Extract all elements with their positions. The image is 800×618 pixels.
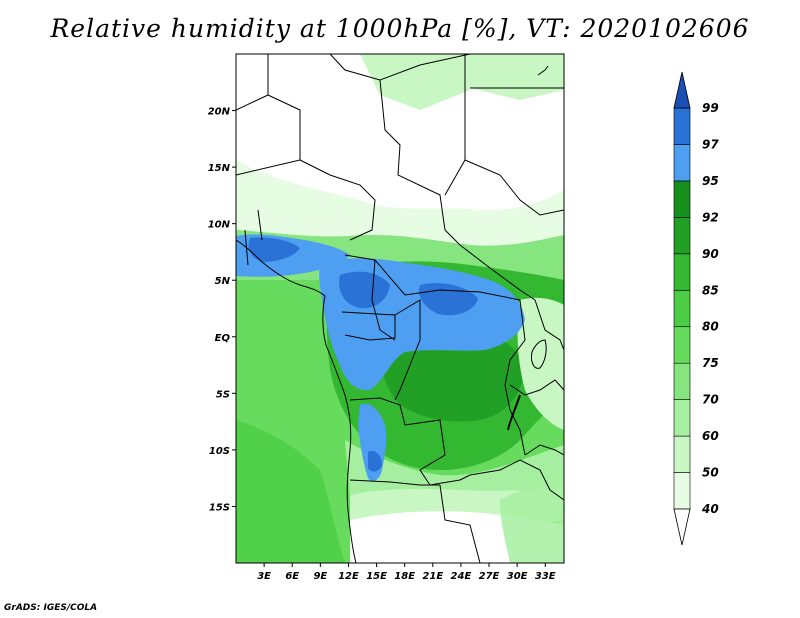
lon-tick-label: 21E bbox=[422, 571, 443, 582]
colorbar-level-label: 50 bbox=[702, 466, 719, 480]
lat-tick-label: EQ bbox=[215, 333, 231, 344]
map-title: Relative humidity at 1000hPa [%], VT: 20… bbox=[50, 14, 750, 43]
lon-tick-label: 9E bbox=[313, 571, 327, 582]
map-frame bbox=[235, 53, 565, 564]
colorbar-level-label: 95 bbox=[702, 174, 719, 188]
colorbar-segment bbox=[673, 217, 691, 255]
colorbar-level-label: 85 bbox=[702, 283, 719, 297]
colorbar-level-label: 99 bbox=[702, 101, 719, 115]
colorbar-min-arrow bbox=[673, 508, 691, 546]
land-south-green-east bbox=[500, 470, 564, 563]
land-light-green-ne bbox=[360, 54, 470, 110]
lon-tick-label: 15E bbox=[366, 571, 387, 582]
colorbar-level-label: 97 bbox=[702, 137, 719, 151]
wet-zone-dark-2 bbox=[339, 271, 390, 309]
colorbar-level-label: 40 bbox=[701, 502, 719, 516]
colorbar-level-label: 80 bbox=[702, 320, 719, 334]
colorbar-level-label: 92 bbox=[702, 210, 719, 224]
wet-zone-dark-4 bbox=[368, 450, 382, 472]
colorbar-level-label: 60 bbox=[702, 429, 719, 443]
colorbar-segment bbox=[673, 435, 691, 473]
colorbar-segment bbox=[673, 180, 691, 218]
colorbar-segment bbox=[673, 472, 691, 510]
colorbar-segment bbox=[673, 362, 691, 400]
lat-tick-label: 10N bbox=[208, 220, 231, 231]
ocean-dark-band bbox=[236, 420, 345, 563]
land-east-light bbox=[517, 297, 564, 430]
lon-tick-label: 33E bbox=[535, 571, 556, 582]
lon-tick-label: 30E bbox=[507, 571, 528, 582]
country-borders bbox=[236, 54, 564, 563]
colorbar-max-arrow bbox=[673, 71, 691, 109]
lat-tick-label: 15S bbox=[209, 502, 230, 513]
lon-tick-label: 6E bbox=[285, 571, 299, 582]
lat-tick-label: 5N bbox=[215, 276, 231, 287]
lon-tick-label: 18E bbox=[394, 571, 415, 582]
colorbar-level-label: 90 bbox=[702, 247, 719, 261]
colorbar-segment bbox=[673, 289, 691, 328]
lon-tick-label: 12E bbox=[338, 571, 359, 582]
colorbar-segment bbox=[673, 326, 691, 364]
lon-tick-label: 3E bbox=[257, 571, 271, 582]
wet-zone-dark-1 bbox=[248, 237, 300, 262]
colorbar-level-label: 75 bbox=[702, 356, 719, 370]
lat-tick-label: 10S bbox=[209, 446, 230, 457]
land-light-green-north bbox=[236, 160, 564, 251]
colorbar-segment bbox=[673, 399, 691, 437]
colorbar: 40 50 60 70 75 80 85 90 92 95 97 99 bbox=[673, 71, 719, 546]
longitude-axis: 3E 6E 9E 12E 15E 18E 21E 24E 27E 30E 33E bbox=[257, 563, 556, 582]
map-plot-area bbox=[236, 54, 564, 563]
colorbar-segment bbox=[673, 253, 691, 291]
lon-tick-label: 27E bbox=[479, 571, 500, 582]
colorbar-level-label: 70 bbox=[702, 393, 719, 407]
colorbar-segment bbox=[673, 144, 691, 182]
footer-credit: GrADS: IGES/COLA bbox=[4, 603, 98, 613]
latitude-axis: 20N 15N 10N 5N EQ 5S 10S 15S bbox=[208, 107, 236, 513]
colorbar-segment bbox=[673, 107, 691, 145]
lat-tick-label: 15N bbox=[208, 163, 231, 174]
lat-tick-label: 5S bbox=[216, 389, 230, 400]
lat-tick-label: 20N bbox=[208, 107, 231, 118]
lon-tick-label: 24E bbox=[451, 571, 472, 582]
